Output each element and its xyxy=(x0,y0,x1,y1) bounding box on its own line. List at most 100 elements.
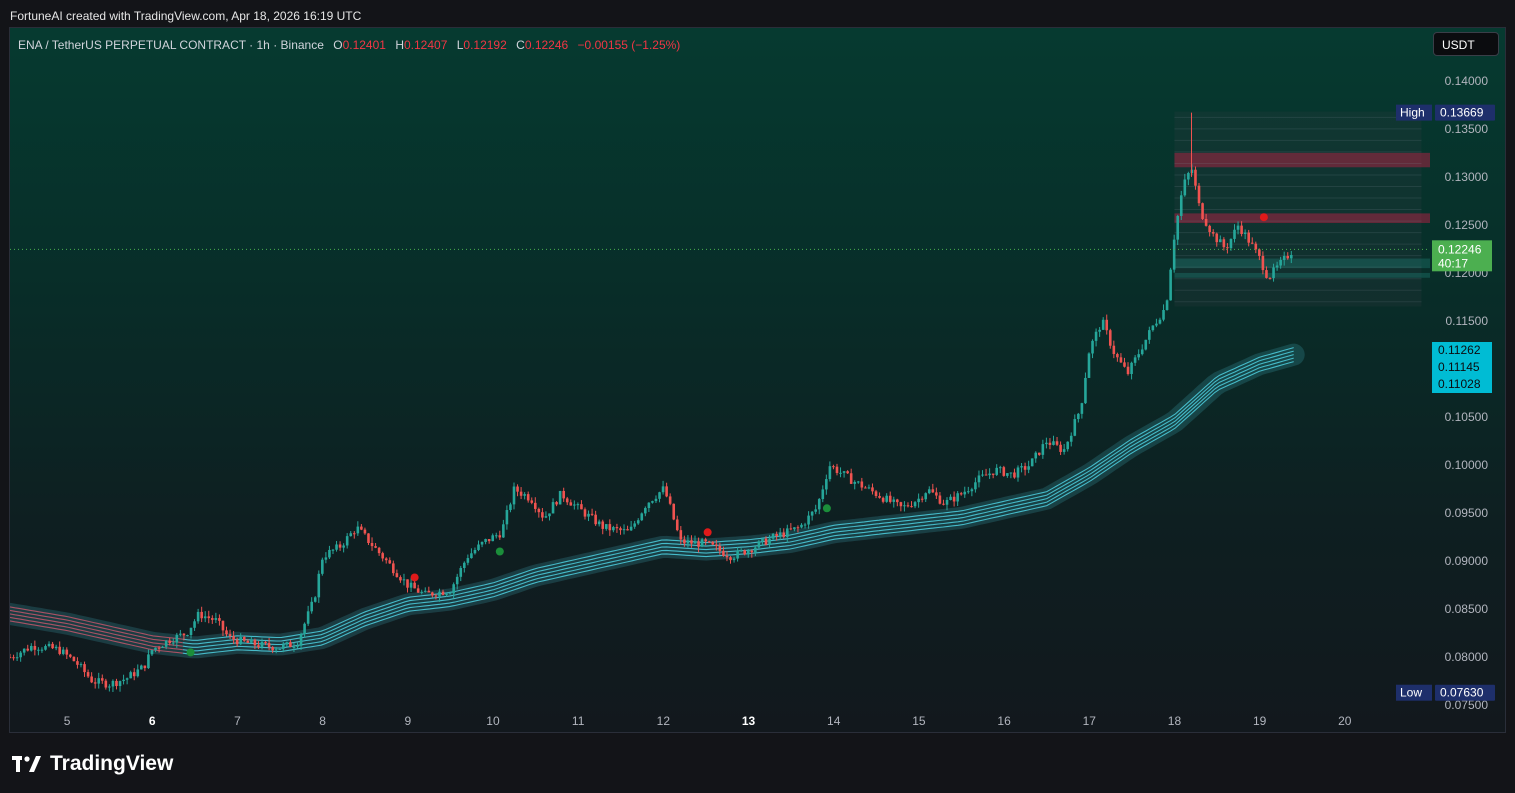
x-axis-tick-label: 13 xyxy=(742,714,756,728)
candle-body xyxy=(725,555,729,558)
y-axis-tick-label: 0.08500 xyxy=(1445,602,1489,616)
candle-body xyxy=(1080,403,1084,414)
candle-body xyxy=(1233,229,1236,239)
y-axis-tick-label: 0.10500 xyxy=(1445,410,1489,424)
candle-body xyxy=(885,495,888,502)
candle-body xyxy=(619,528,622,531)
candle-body xyxy=(72,656,76,662)
trend-ribbon-line xyxy=(182,357,1294,652)
candle-body xyxy=(849,473,853,484)
candle-body xyxy=(1194,169,1197,186)
high-value-tag: 0.13669 xyxy=(1440,106,1484,120)
candle-body xyxy=(1215,233,1219,243)
candle-body xyxy=(179,633,182,635)
candle-body xyxy=(381,553,384,559)
x-axis-tick-label: 8 xyxy=(319,714,326,728)
candle-body xyxy=(590,513,594,515)
candle-body xyxy=(335,544,338,550)
candle-body xyxy=(754,547,757,553)
candle-body xyxy=(746,550,750,555)
candle-body xyxy=(86,672,90,677)
candle-body xyxy=(821,489,825,500)
candle-body xyxy=(498,535,502,538)
candle-body xyxy=(1140,349,1144,355)
candle-body xyxy=(761,538,764,542)
candle-body xyxy=(1162,309,1165,320)
candle-body xyxy=(328,549,331,558)
zone-box xyxy=(1174,258,1430,269)
candle-body xyxy=(1137,354,1140,358)
x-axis-tick-label: 20 xyxy=(1338,714,1352,728)
x-axis-tick-label: 9 xyxy=(404,714,411,728)
candle-body xyxy=(338,544,342,548)
y-axis-tick-label: 0.13000 xyxy=(1445,170,1489,184)
candle-body xyxy=(626,529,629,531)
candle-body xyxy=(512,486,516,505)
change-value: −0.00155 (−1.25%) xyxy=(577,38,681,52)
candle-body xyxy=(1119,357,1123,363)
candle-body xyxy=(519,491,523,496)
candle-body xyxy=(1062,449,1066,452)
countdown-tag: 40:17 xyxy=(1438,256,1468,270)
candle-body xyxy=(913,502,917,507)
chart-panel[interactable]: 0.14000 0.13500 0.13000 0.12500 0.12000 0.115… xyxy=(9,27,1506,733)
candle-body xyxy=(1034,452,1038,459)
candle-body xyxy=(530,500,534,503)
candle-body xyxy=(629,526,633,531)
candle-body xyxy=(654,498,658,502)
x-axis-tick-label: 7 xyxy=(234,714,241,728)
candle-body xyxy=(1126,366,1130,375)
candle-body xyxy=(835,466,839,473)
candle-body xyxy=(193,621,196,628)
candle-body xyxy=(856,481,860,483)
candle-body xyxy=(1172,239,1176,270)
candle-body xyxy=(1204,218,1208,226)
candle-body xyxy=(778,532,782,537)
candle-body xyxy=(935,492,938,496)
currency-button[interactable]: USDT xyxy=(1433,32,1499,56)
candle-body xyxy=(924,493,928,500)
candle-body xyxy=(1155,323,1158,326)
candle-body xyxy=(289,642,292,648)
candle-body xyxy=(860,481,864,488)
candle-body xyxy=(313,597,317,602)
candle-body xyxy=(739,550,743,552)
candle-body xyxy=(122,679,125,682)
x-axis-tick-label: 19 xyxy=(1253,714,1267,728)
candle-body xyxy=(988,473,991,476)
zone-box xyxy=(1174,213,1430,223)
candle-body xyxy=(445,593,448,595)
price-chart[interactable]: 0.140000.135000.130000.125000.120000.115… xyxy=(10,28,1506,733)
candle-body xyxy=(1059,444,1062,452)
candle-body xyxy=(817,499,821,510)
candle-body xyxy=(888,495,892,502)
candle-body xyxy=(509,504,512,511)
zone-box xyxy=(1174,272,1430,278)
candle-body xyxy=(803,524,807,526)
candle-body xyxy=(260,641,264,648)
candle-body xyxy=(267,643,271,648)
candle-body xyxy=(239,637,243,645)
candle-body xyxy=(150,650,154,655)
candle-body xyxy=(1123,362,1126,367)
chart-credit: FortuneAI created with TradingView.com, … xyxy=(10,9,362,23)
candle-body xyxy=(264,641,267,644)
x-axis-tick-label: 17 xyxy=(1083,714,1097,728)
candle-body xyxy=(175,634,179,643)
candle-body xyxy=(1087,353,1091,378)
candle-body xyxy=(633,523,636,527)
candle-body xyxy=(594,514,597,525)
candle-body xyxy=(374,546,377,548)
candle-body xyxy=(494,535,498,537)
candle-body xyxy=(54,646,58,649)
candle-body xyxy=(1041,444,1045,455)
high-value-tag-bg xyxy=(1435,104,1495,121)
candle-body xyxy=(1045,442,1048,445)
low-label-bg xyxy=(1396,684,1432,701)
candle-body xyxy=(906,505,910,507)
candle-body xyxy=(881,497,885,502)
candle-body xyxy=(718,545,722,551)
candle-body xyxy=(1279,259,1282,266)
candle-body xyxy=(1091,340,1094,354)
candle-body xyxy=(228,634,232,637)
